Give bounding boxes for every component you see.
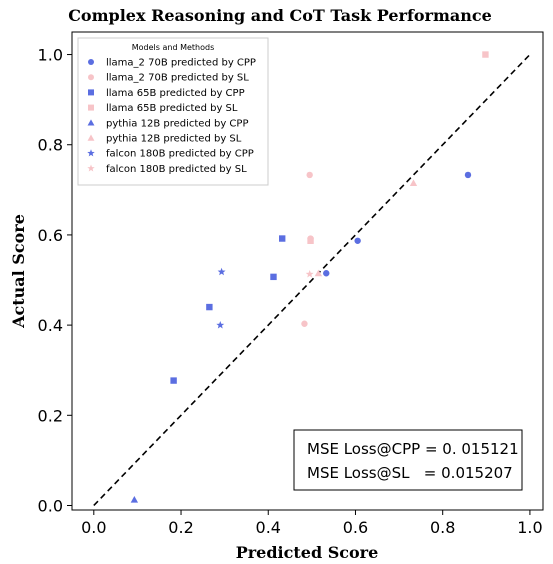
legend-label: pythia 12B predicted by CPP [106,118,248,129]
data-point-triangle [314,269,323,277]
legend-label: llama 65B predicted by CPP [106,88,245,99]
x-tick-label: 0.2 [168,518,193,537]
y-tick-label: 0.2 [38,406,63,425]
legend-label: falcon 180B predicted by SL [106,164,247,175]
data-point-circle [464,171,472,179]
y-tick-label: 0.0 [38,496,63,515]
legend-label: falcon 180B predicted by CPP [106,149,254,160]
chart-title: Complex Reasoning and CoT Task Performan… [68,6,492,25]
legend-label: llama 65B predicted by SL [106,103,238,114]
y-tick-label: 0.8 [38,136,63,155]
legend-items: llama_2 70B predicted by CPP llama_2 70B … [87,58,256,175]
data-point-triangle [409,179,418,187]
x-tick-label: 0.4 [256,518,281,537]
x-tick-label: 0.8 [430,518,455,537]
data-point-circle [301,320,308,327]
legend-marker-square [88,89,94,96]
x-tick-label: 0.6 [343,518,368,537]
mse-annotation: MSE Loss@CPP = 0. 015121 MSE Loss@SL = 0… [293,429,523,491]
legend-marker-triangle [87,134,95,141]
data-point-circle [306,171,313,179]
data-point-square [279,235,286,242]
legend-marker-circle [88,74,94,81]
data-point-square [206,303,213,311]
mse-sl-text: MSE Loss@SL = 0.015207 [307,464,513,482]
y-axis-ticks: 0.0 0.2 0.4 0.6 0.8 1.0 [38,46,72,515]
legend-box [77,37,269,186]
data-point-circle [323,270,330,277]
reference-line-y-equals-x [93,53,531,507]
data-point-triangle [130,495,139,503]
legend-title: Models and Methods [132,43,215,52]
data-point-square [307,237,314,244]
mse-cpp-text: MSE Loss@CPP = 0. 015121 [307,440,519,458]
data-point-square [270,273,277,281]
legend-label: llama_2 70B predicted by CPP [106,58,256,69]
reference-line-group [93,53,531,507]
x-tick-label: 0.0 [81,518,106,537]
y-tick-label: 1.0 [38,46,63,65]
y-tick-label: 0.6 [38,226,63,245]
legend-marker-square [88,104,94,111]
legend-marker-triangle [87,119,95,126]
y-tick-label: 0.4 [38,316,63,335]
x-tick-label: 1.0 [517,518,542,537]
data-point-square [170,377,177,384]
data-point-circle [354,237,361,244]
data-point-star [216,320,225,329]
x-axis-ticks: 0.0 0.2 0.4 0.6 0.8 1.0 [81,510,543,537]
legend: Models and Methods llama_2 70B predicted… [77,37,269,186]
x-axis-label: Predicted Score [236,543,379,562]
legend-label: llama_2 70B predicted by SL [106,73,249,84]
mse-box [293,429,523,491]
plot-area-frame [71,31,544,511]
legend-label: pythia 12B predicted by SL [106,134,242,145]
data-point-star [217,267,226,276]
data-point-square [482,51,489,58]
legend-marker-star [87,149,95,157]
legend-marker-circle [88,59,94,65]
legend-marker-star [87,164,95,172]
data-point-star [305,270,314,278]
y-axis-label: Actual Score [9,214,28,329]
